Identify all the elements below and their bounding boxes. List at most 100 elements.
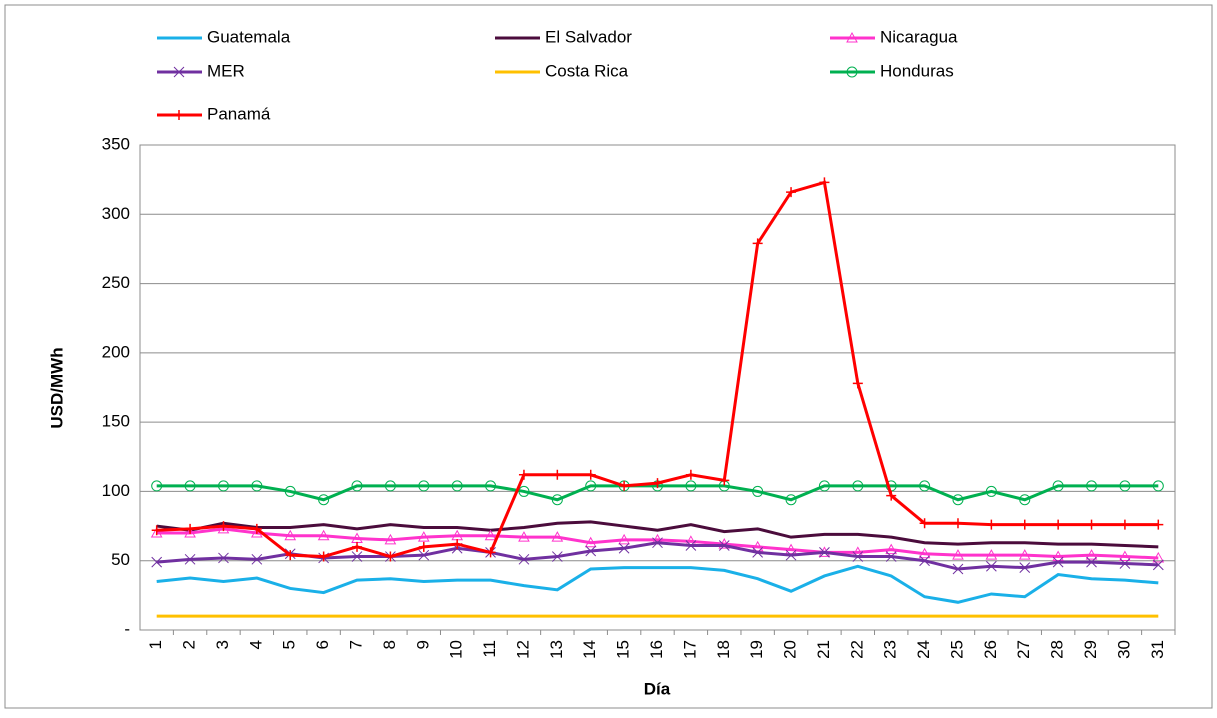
marker — [752, 485, 764, 497]
marker — [818, 480, 830, 492]
x-tick-label: 31 — [1148, 640, 1167, 659]
marker — [852, 378, 863, 389]
marker — [751, 540, 764, 552]
x-tick-label: 28 — [1048, 640, 1067, 659]
marker — [452, 539, 463, 550]
marker — [752, 547, 764, 558]
x-tick-label: 25 — [947, 640, 966, 659]
marker — [285, 550, 296, 561]
marker — [418, 541, 429, 552]
series-line — [156, 564, 1159, 604]
x-tick-label: 18 — [714, 640, 733, 659]
marker — [685, 469, 696, 480]
marker — [451, 480, 463, 492]
marker — [218, 552, 229, 564]
series-line — [156, 520, 1159, 549]
x-tick-label: 22 — [847, 640, 866, 659]
marker — [952, 549, 964, 560]
series-line — [156, 527, 1159, 560]
marker — [1119, 558, 1131, 569]
marker — [1119, 480, 1131, 492]
marker — [1019, 562, 1031, 573]
x-tick-label: 1 — [146, 640, 165, 649]
x-tick-label: 8 — [380, 640, 399, 649]
x-tick-label: 24 — [914, 640, 933, 659]
marker — [485, 547, 496, 558]
marker — [752, 238, 763, 249]
marker — [251, 523, 262, 534]
marker — [619, 480, 630, 491]
marker — [852, 480, 864, 492]
marker — [919, 555, 930, 567]
x-tick-label: 9 — [413, 640, 432, 649]
y-tick-label: 100 — [102, 481, 130, 500]
marker — [918, 547, 931, 559]
marker — [952, 494, 964, 506]
marker — [719, 475, 730, 486]
x-tick-label: 23 — [881, 640, 900, 659]
marker — [218, 521, 229, 532]
marker — [251, 553, 263, 565]
marker — [952, 563, 964, 575]
marker — [785, 549, 797, 561]
marker — [518, 553, 530, 565]
marker — [1052, 550, 1064, 562]
marker — [885, 543, 898, 555]
marker — [352, 541, 363, 552]
marker — [585, 480, 597, 492]
y-tick-label: 250 — [102, 273, 130, 292]
marker — [885, 551, 897, 562]
x-tick-label: 29 — [1081, 640, 1100, 659]
marker — [1085, 549, 1098, 560]
marker — [151, 556, 163, 568]
marker — [317, 529, 330, 541]
marker — [251, 480, 263, 492]
marker — [385, 551, 396, 562]
marker — [785, 543, 797, 555]
marker — [217, 522, 230, 534]
marker — [584, 536, 597, 548]
marker — [986, 560, 997, 572]
legend-label: MER — [207, 61, 245, 80]
x-tick-label: 3 — [213, 640, 232, 649]
x-tick-label: 11 — [480, 640, 499, 658]
marker — [384, 533, 397, 545]
marker — [1053, 519, 1064, 530]
legend-label: El Salvador — [545, 27, 632, 46]
x-tick-label: 10 — [447, 640, 466, 659]
x-tick-label: 26 — [981, 640, 1000, 659]
legend-label: Honduras — [880, 61, 954, 80]
marker — [518, 485, 530, 497]
marker — [150, 526, 163, 538]
marker — [685, 480, 697, 492]
y-tick-label: 350 — [102, 134, 130, 153]
marker — [351, 551, 363, 562]
x-tick-label: 12 — [513, 640, 532, 659]
legend-label: Panamá — [207, 104, 271, 123]
marker — [846, 31, 858, 43]
marker — [284, 529, 297, 541]
marker — [174, 110, 184, 120]
x-tick-label: 20 — [781, 640, 800, 659]
x-tick-label: 19 — [747, 640, 766, 659]
marker — [852, 551, 864, 562]
marker — [685, 540, 697, 551]
x-tick-label: 5 — [280, 640, 299, 649]
marker — [185, 523, 196, 534]
marker — [1152, 559, 1164, 571]
marker — [384, 480, 396, 492]
legend-label: Costa Rica — [545, 61, 629, 80]
marker — [1019, 494, 1031, 506]
marker — [886, 490, 897, 501]
marker — [284, 485, 296, 497]
marker — [1086, 480, 1098, 492]
marker — [551, 494, 563, 506]
x-axis-label: Día — [644, 679, 671, 698]
marker — [1086, 519, 1097, 530]
marker — [819, 177, 830, 188]
marker — [351, 480, 363, 492]
marker — [418, 549, 430, 561]
x-tick-label: 7 — [347, 640, 366, 649]
marker — [846, 66, 858, 78]
